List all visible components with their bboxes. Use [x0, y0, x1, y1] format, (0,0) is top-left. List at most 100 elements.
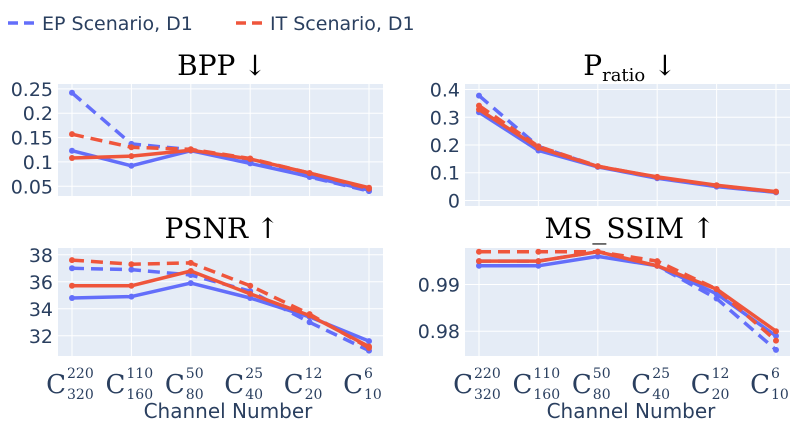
psnr-x-tick-sup: 12: [305, 366, 323, 382]
psnr-x-tick-base: C: [224, 370, 244, 400]
bpp-y-tick-label: 0.15: [11, 128, 53, 150]
msssim-data-point: [713, 286, 720, 293]
psnr-x-tick-sub: 10: [364, 387, 382, 403]
msssim-data-point: [476, 258, 482, 265]
psnr-data-point: [187, 267, 194, 274]
panel-pratio: 0 0.1 0.2 0.3 0.4: [430, 80, 790, 212]
psnr-panel-title: PSNR ↑: [164, 212, 279, 245]
msssim-x-tick-sub: 80: [593, 387, 611, 403]
bpp-series-line: [71, 132, 370, 191]
pratio-data-point: [773, 188, 779, 195]
msssim-x-tick-sub: 10: [771, 387, 789, 403]
x-axis-title-right: Channel Number: [547, 399, 717, 423]
x-axis-title-left: Channel Number: [144, 399, 314, 423]
legend: EP Scenario, D1 IT Scenario, D1: [8, 13, 415, 35]
psnr-data-point: [128, 266, 135, 273]
msssim-y-tick-label: 0.99: [418, 274, 460, 296]
msssim-x-tick-sup: 6: [771, 366, 780, 382]
psnr-y-tick-label: 34: [29, 299, 53, 321]
msssim-panel-title: MS_SSIM ↑: [545, 212, 716, 245]
psnr-series-line: [72, 269, 370, 349]
panel-bpp: 0.050.10.15 0.20.25: [11, 79, 383, 198]
pratio-data-point: [654, 174, 661, 181]
pratio-panel-title: Pratio ↓: [583, 49, 676, 86]
pratio-data-point: [713, 182, 720, 189]
psnr-data-point: [366, 344, 372, 351]
pratio-y-tick-label: 0.2: [430, 135, 460, 157]
psnr-data-point: [366, 338, 372, 345]
msssim-x-tick-sub: 40: [652, 387, 670, 403]
pratio-y-tick-label: 0: [448, 190, 460, 212]
psnr-x-tick-base: C: [343, 370, 363, 400]
psnr-series-line: [71, 258, 370, 350]
psnr-data-point: [306, 319, 313, 326]
msssim-x-tick-base: C: [512, 370, 532, 400]
msssim-x-tick-base: C: [691, 370, 711, 400]
psnr-x-tick-sub: 320: [67, 387, 94, 403]
bpp-data-point: [306, 170, 313, 177]
msssim-x-tick-sub: 20: [712, 387, 730, 403]
msssim-data-point: [476, 248, 482, 255]
msssim-x-tick-sub: 160: [533, 387, 560, 403]
psnr-x-tick-sub: 160: [126, 387, 153, 403]
msssim-x-tick-base: C: [631, 370, 651, 400]
pratio-series-line: [478, 104, 777, 194]
bpp-series-line: [70, 91, 370, 193]
msssim-data-point: [594, 248, 601, 255]
msssim-data-point: [773, 346, 779, 353]
bpp-data-point: [128, 153, 135, 160]
bpp-y-tick-label: 0.25: [11, 79, 53, 101]
bpp-data-point: [69, 131, 75, 138]
bpp-data-point: [69, 89, 75, 96]
msssim-x-tick-sup: 25: [652, 366, 670, 382]
psnr-x-tick-sup: 50: [186, 366, 204, 382]
pratio-data-point: [535, 143, 542, 150]
psnr-y-tick-label: 36: [29, 272, 53, 294]
psnr-data-point: [247, 290, 254, 297]
psnr-y-tick-label: 32: [29, 326, 53, 348]
psnr-x-tick-base: C: [284, 370, 304, 400]
psnr-plot-area: [58, 248, 383, 356]
msssim-data-point: [476, 262, 482, 269]
msssim-series-line: [479, 254, 778, 338]
msssim-x-tick-base: C: [453, 370, 473, 400]
psnr-data-point: [247, 282, 254, 289]
pratio-data-point: [476, 102, 482, 109]
bpp-y-tick-label: 0.1: [23, 152, 53, 174]
pratio-y-tick-label: 0.1: [430, 163, 460, 185]
psnr-x-tick-sup: 220: [67, 366, 94, 382]
psnr-x-tick-sup: 6: [364, 366, 373, 382]
msssim-x-tick-base: C: [750, 370, 770, 400]
psnr-data-point: [128, 293, 135, 300]
msssim-x-tick-sup: 12: [712, 366, 730, 382]
legend-ep-label: EP Scenario, D1: [42, 13, 193, 35]
psnr-x-tick-base: C: [46, 370, 66, 400]
bpp-data-point: [187, 146, 194, 153]
pratio-y-tick-label: 0.4: [430, 80, 460, 102]
msssim-data-point: [713, 295, 720, 302]
psnr-x-tick-sub: 40: [245, 387, 263, 403]
psnr-x-tick-sup: 110: [126, 366, 153, 382]
pratio-y-tick-label: 0.3: [430, 107, 460, 129]
psnr-data-point: [69, 265, 75, 272]
psnr-data-point: [187, 280, 194, 287]
psnr-x-tick-sup: 25: [245, 366, 263, 382]
msssim-data-point: [535, 262, 542, 269]
pratio-data-point: [594, 163, 601, 170]
msssim-data-point: [773, 328, 779, 335]
bpp-data-point: [247, 155, 254, 162]
bpp-data-point: [69, 155, 75, 162]
msssim-data-point: [654, 258, 661, 265]
pratio-data-point: [476, 92, 482, 99]
psnr-y-tick-label: 38: [29, 245, 53, 267]
msssim-series-line: [479, 249, 778, 342]
msssim-x-tick-sub: 320: [474, 387, 501, 403]
msssim-x-tick-base: C: [572, 370, 592, 400]
msssim-data-point: [654, 262, 661, 269]
psnr-data-point: [187, 259, 194, 266]
msssim-data-point: [773, 337, 779, 344]
psnr-data-point: [128, 282, 135, 289]
